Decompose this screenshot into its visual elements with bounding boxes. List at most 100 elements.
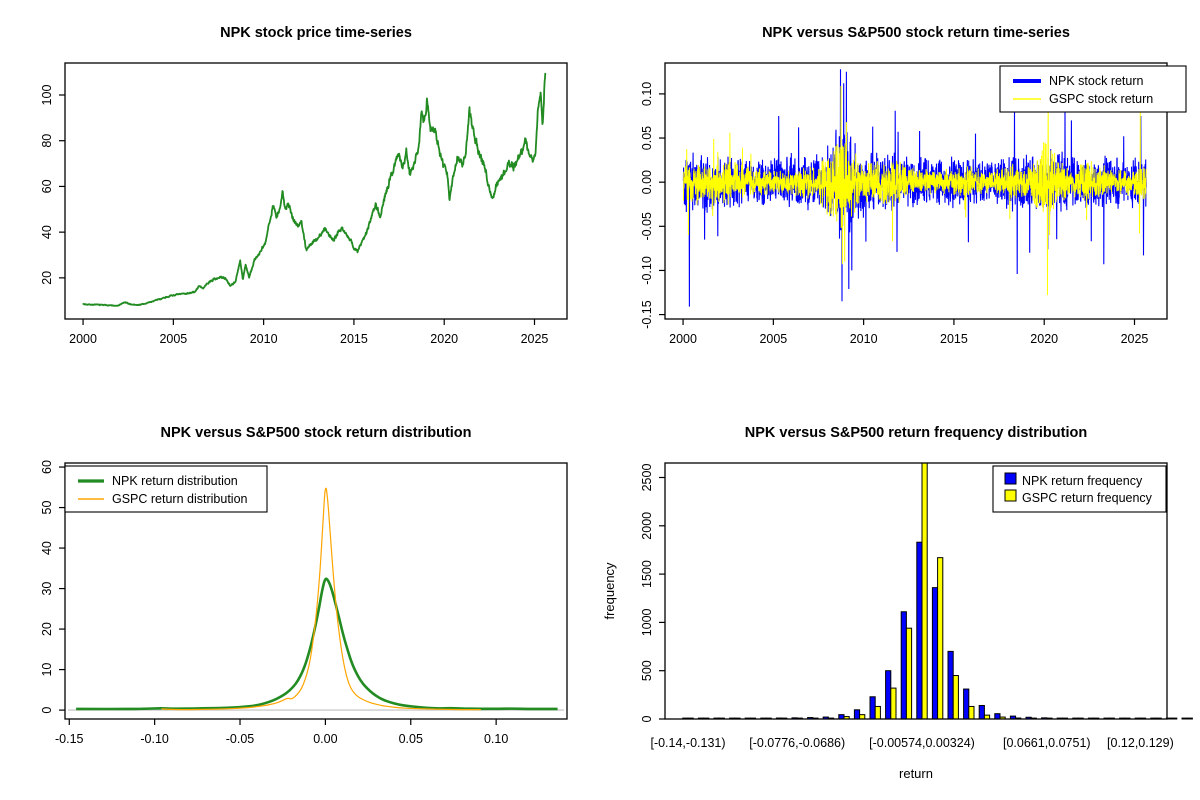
y-tick-label: -0.15	[640, 300, 654, 329]
y-tick-label: 1500	[640, 560, 654, 588]
gspc-frequency-bar	[937, 557, 944, 720]
y-tick-label: 20	[40, 622, 54, 636]
x-tick-label: 2000	[669, 332, 697, 346]
bin-label: [-0.0776,-0.0686)	[749, 736, 845, 750]
panel-return-frequency: NPK versus S&P500 return frequency distr…	[600, 400, 1200, 800]
histogram-plot-area: 0 500 1000 1500 2000 2500 [-0.14,-0.131) [-0.07…	[640, 462, 1193, 750]
x-tick-label: 2015	[340, 332, 368, 346]
gspc-frequency-bar	[1186, 717, 1193, 720]
x-tick-label: -0.05	[226, 732, 255, 746]
axes: -0.15 -0.10 -0.05 0.00 0.05 0.10 2000 2005 2010 2…	[640, 82, 1148, 346]
npk-frequency-bar	[994, 713, 1001, 720]
gspc-frequency-bar	[968, 705, 975, 720]
x-tick-label: 2005	[759, 332, 787, 346]
chart-title: NPK versus S&P500 stock return distribut…	[160, 425, 471, 441]
gspc-frequency-bar	[890, 687, 897, 720]
legend-label: GSPC return frequency	[1022, 491, 1153, 505]
return-frequency-chart: NPK versus S&P500 return frequency distr…	[602, 425, 1193, 781]
chart-title: NPK versus S&P500 stock return time-seri…	[762, 25, 1070, 41]
y-tick-label: 0	[40, 707, 54, 714]
panel-return-timeseries: NPK versus S&P500 stock return time-seri…	[600, 0, 1200, 400]
x-tick-label: 0.05	[399, 732, 423, 746]
chart-title: NPK stock price time-series	[220, 25, 412, 41]
x-tick-label: 2020	[1030, 332, 1058, 346]
gspc-frequency-bar	[905, 627, 913, 720]
legend-box-sample	[1004, 489, 1017, 502]
y-tick-label: 40	[40, 225, 54, 239]
npk-frequency-bar	[931, 587, 939, 720]
y-tick-label: 0	[640, 715, 654, 722]
x-axis-label: return	[899, 766, 933, 781]
legend-box	[64, 465, 268, 513]
price-timeseries-chart: NPK stock price time-series 204060801002…	[40, 25, 568, 346]
y-tick-label: 0.10	[640, 82, 654, 106]
y-tick-label: 20	[40, 271, 54, 285]
price-plot-area: 20 40 60 80 100 2000 2005 2010 2015 2020 2025	[40, 62, 568, 346]
gspc-frequency-bar	[874, 705, 881, 720]
npk-frequency-bar	[885, 670, 892, 720]
legend-label: NPK return distribution	[112, 474, 238, 488]
plot-border	[64, 462, 568, 720]
plot-border	[664, 462, 1168, 720]
plot-border	[64, 62, 568, 320]
plot-border	[664, 62, 1168, 320]
x-tick-label: 2025	[521, 332, 549, 346]
return-distribution-chart: NPK versus S&P500 stock return distribut…	[40, 425, 568, 746]
y-tick-label: 0.05	[640, 126, 654, 150]
y-tick-label: 500	[640, 660, 654, 681]
bin-label: [-0.00574,0.00324)	[869, 736, 975, 750]
npk-frequency-bar	[978, 704, 985, 720]
gspc-frequency-bar	[859, 714, 866, 720]
npk-frequency-bar	[947, 650, 954, 720]
returns-plot-area: -0.15 -0.10 -0.05 0.00 0.05 0.10 2000 2005 2010 2…	[640, 62, 1187, 346]
y-tick-label: 80	[40, 134, 54, 148]
npk-price-line	[82, 72, 547, 307]
y-tick-label: 60	[40, 460, 54, 474]
return-timeseries-chart: NPK versus S&P500 stock return time-seri…	[640, 25, 1187, 346]
legend-box	[999, 65, 1187, 113]
x-tick-label: 2000	[69, 332, 97, 346]
npk-frequency-bar	[916, 541, 923, 720]
legend-label: GSPC stock return	[1049, 92, 1153, 106]
y-tick-label: 50	[40, 501, 54, 515]
x-tick-label: 2015	[940, 332, 968, 346]
bin-label: [0.12,0.129)	[1107, 736, 1174, 750]
legend-box	[992, 465, 1167, 513]
panel-return-distribution: NPK versus S&P500 stock return distribut…	[0, 400, 600, 800]
y-tick-label: 40	[40, 541, 54, 555]
y-tick-label: 1000	[640, 608, 654, 636]
x-tick-label: -0.10	[140, 732, 169, 746]
npk-frequency-bar	[1181, 717, 1188, 720]
x-tick-label: 2025	[1121, 332, 1149, 346]
npk-frequency-bar	[838, 714, 845, 720]
gspc-density-curve	[161, 487, 481, 711]
axes: 0 10 20 30 40 50 60 -0.15 -0.10 -0.05 0.00 0.05 0.10	[40, 460, 508, 746]
panel-price-timeseries: NPK stock price time-series 20 40 60 80 100 2…	[0, 0, 600, 400]
npk-density-curve	[76, 577, 558, 711]
x-tick-label: 2010	[850, 332, 878, 346]
axes: 0 500 1000 1500 2000 2500	[640, 464, 665, 722]
x-tick-label: 0.10	[484, 732, 508, 746]
y-tick-label: 2500	[640, 464, 654, 492]
legend-label: NPK return frequency	[1022, 474, 1143, 488]
y-tick-label: 2000	[640, 512, 654, 540]
npk-frequency-bar	[869, 696, 876, 720]
x-tick-label: 2020	[430, 332, 458, 346]
histogram-bars	[682, 462, 1193, 720]
legend-box-sample	[1004, 472, 1017, 485]
legend: NPK stock return GSPC stock return	[999, 65, 1187, 113]
axes: 20 40 60 80 100 2000 2005 2010 2015 2020 2025	[40, 85, 548, 346]
gspc-frequency-bar	[952, 675, 959, 720]
y-tick-label: -0.10	[640, 256, 654, 285]
x-tick-label: 0.00	[313, 732, 337, 746]
y-tick-label: -0.05	[640, 212, 654, 241]
gspc-frequency-bar	[1171, 717, 1178, 720]
y-tick-label: 0.00	[640, 170, 654, 194]
y-axis-label: frequency	[602, 562, 617, 620]
legend-label: GSPC return distribution	[112, 492, 248, 506]
legend: NPK return frequency GSPC return frequenc…	[992, 465, 1167, 513]
density-plot-area: 0 10 20 30 40 50 60 -0.15 -0.10 -0.05 0.00 0.05 0.10…	[40, 460, 568, 746]
x-tick-label: 2010	[250, 332, 278, 346]
y-tick-label: 100	[40, 85, 54, 106]
